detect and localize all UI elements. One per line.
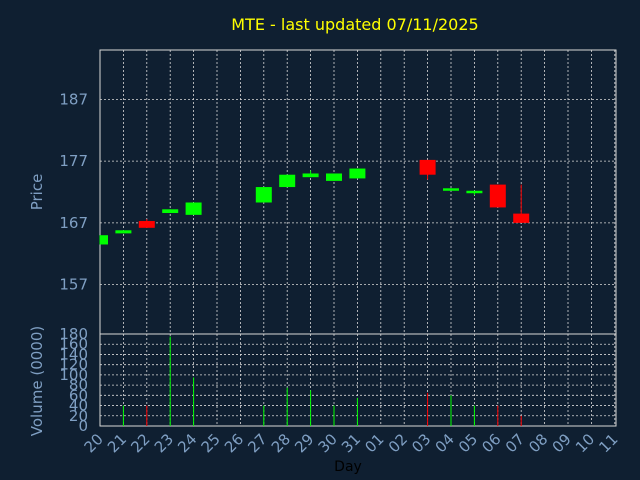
price-tick-label-187: 187 [59,90,88,108]
x-tick-label-04: 04 [432,430,458,456]
candle-body-24 [185,202,202,215]
x-tick-label-25: 25 [198,430,224,456]
x-tick-label-22: 22 [127,430,153,456]
candle-body-22 [138,221,155,228]
x-tick-label-27: 27 [244,430,270,456]
chart-title: MTE - last updated 07/11/2025 [231,15,478,34]
x-tick-label-29: 29 [291,430,317,456]
volume-tick-label-60: 60 [69,386,88,404]
candle-body-30 [326,173,342,181]
x-axis-label: Day [334,459,362,475]
volume-tick-label-140: 140 [59,345,88,363]
candle-body-06 [489,184,506,208]
x-tick-label-10: 10 [572,430,598,456]
candle-body-07 [513,213,530,223]
price-tick-label-167: 167 [59,214,88,232]
volume-tick-label-100: 100 [59,366,88,384]
x-tick-label-05: 05 [455,430,481,456]
candlesticks [99,159,530,245]
x-tick-label-01: 01 [361,430,387,456]
x-tick-label-03: 03 [408,430,434,456]
candle-body-21 [115,230,132,234]
x-tick-label-11: 11 [595,430,621,456]
price-panel-frame [99,49,617,335]
volume-tick-label-180: 180 [59,325,88,343]
candle-body-29 [302,173,319,178]
volume-tick-label-40: 40 [69,397,88,415]
candle-body-27 [255,187,272,203]
x-tick-label-09: 09 [549,430,575,456]
volume-tick-label-0: 0 [78,417,88,435]
candle-body-05 [466,190,483,194]
x-tick-label-30: 30 [315,430,341,456]
x-tick-label-28: 28 [268,430,294,456]
x-tick-label-24: 24 [174,430,200,456]
candle-body-20 [100,235,108,245]
volume-tick-label-80: 80 [69,376,88,394]
candle-body-28 [279,174,296,188]
x-tick-label-08: 08 [525,430,551,456]
price-axis-label: Price [28,174,46,211]
x-tick-label-23: 23 [151,430,177,456]
x-tick-label-21: 21 [104,430,130,456]
x-tick-label-07: 07 [502,430,528,456]
x-tick-labels: 2021222324252627282930310102030405060708… [81,430,622,456]
volume-axis-label: Volume (0000) [28,326,46,436]
price-tick-label-157: 157 [59,276,88,294]
price-tick-label-177: 177 [59,152,88,170]
candle-body-31 [349,168,366,179]
volume-tick-label-20: 20 [69,407,88,425]
x-tick-label-02: 02 [385,430,411,456]
x-tick-label-31: 31 [338,430,364,456]
x-tick-label-06: 06 [478,430,504,456]
candle-body-23 [162,209,179,213]
volume-panel-frame [99,333,617,427]
volume-bars [122,336,522,426]
volume-tick-label-160: 160 [59,335,88,353]
candle-body-04 [443,188,459,191]
x-tick-label-26: 26 [221,430,247,456]
candle-body-03 [419,159,436,175]
grid-layer [100,50,616,426]
volume-tick-label-120: 120 [59,356,88,374]
